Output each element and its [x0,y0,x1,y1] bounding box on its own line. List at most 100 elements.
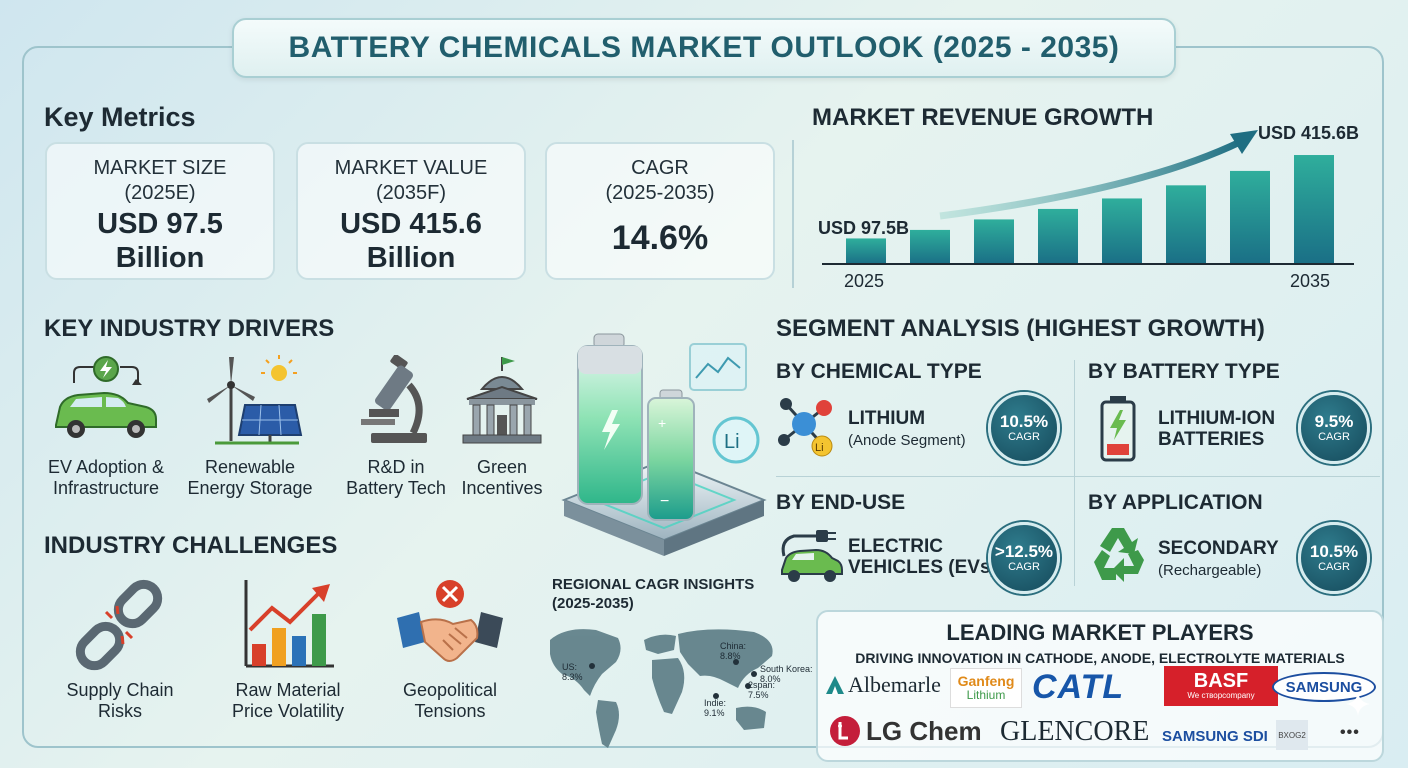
metric-card-market-size: MARKET SIZE (2025E) USD 97.5 Billion [45,142,275,280]
svg-text:−: − [660,493,669,510]
cagr-badge-lithium: 10.5% CAGR [988,392,1060,464]
section-divider [792,140,794,288]
segment-lithium-name: LITHIUM (Anode Segment) [848,408,966,449]
regional-heading: REGIONAL CAGR INSIGHTS (2025-2035) [552,576,755,612]
revenue-bar [974,219,1014,264]
challenge-label: Geopolitical Tensions [402,680,498,721]
region-china-label: China: 8.8% [720,641,747,661]
revenue-bar [910,229,950,264]
metric-sublabel: (2025-2035) [605,182,715,204]
revenue-bar-chart: USD 97.5B USD 415.6B 2025 2035 [818,123,1359,291]
handshake-icon [370,578,530,672]
revenue-bar [1294,155,1334,264]
challenge-supply-chain: Supply Chain Risks [40,578,200,722]
challenge-label: Supply Chain Risks [66,680,174,721]
key-metrics-heading: Key Metrics [44,102,196,132]
cagr-badge-ev: >12.5% CAGR [988,522,1060,594]
molecule-icon: Li [778,398,833,457]
svg-text:Li: Li [815,442,824,454]
revenue-bar [846,238,886,264]
page-title: BATTERY CHEMICALS MARKET OUTLOOK (2025 -… [232,18,1176,78]
albemarle-logo: Albemarle [824,672,941,698]
albemarle-mark-icon [826,676,844,694]
small-company-logo: BXOG2 [1276,720,1308,750]
metric-card-market-value: MARKET VALUE (2035F) USD 415.6 Billion [296,142,526,280]
ev-charging-icon [781,530,843,582]
driver-rd-battery-tech: R&D in Battery Tech [326,355,466,499]
chart-year-start: 2025 [844,271,884,291]
svg-text:+: + [658,415,666,431]
ev-car-icon [36,355,176,447]
segment-heading: SEGMENT ANALYSIS (HIGHEST GROWTH) [776,315,1265,342]
metric-label: CAGR [631,157,689,179]
metric-label: MARKET VALUE [334,157,488,179]
driver-renewable-storage: Renewable Energy Storage [180,355,320,499]
samsung-sdi-logo: SAMSUNG SDI [1162,728,1268,745]
driver-label: Renewable Energy Storage [187,457,313,498]
wind-solar-icon [180,355,320,447]
challenge-geopolitical: Geopolitical Tensions [370,578,530,722]
challenge-price-volatility: Raw Material Price Volatility [208,578,368,722]
lg-chem-logo: LG Chem [828,714,982,748]
chart-end-label: USD 415.6B [1258,123,1359,143]
growth-arrow-icon [939,138,1242,220]
lithium-symbol: Li [724,431,740,453]
metric-sublabel: (2035F) [375,182,447,204]
lg-face-icon [830,716,860,746]
revenue-growth-heading: MARKET REVENUE GROWTH [812,104,1154,131]
revenue-bar [1038,208,1078,264]
battery-low-icon [1100,396,1136,462]
metric-value-unit: Billion [366,242,456,274]
driver-label: R&D in Battery Tech [346,457,446,498]
segment-application-title: BY APPLICATION [1088,491,1263,514]
recycle-icon [1094,528,1144,582]
driver-green-incentives: Green Incentives [432,355,572,499]
challenges-heading: INDUSTRY CHALLENGES [44,532,338,559]
segment-secondary-name: SECONDARY (Rechargeable) [1158,538,1279,579]
sparkle-icon [1346,692,1370,716]
glencore-logo: GLENCORE [1000,716,1150,747]
region-india-label: Indie: 9.1% [704,698,727,718]
metric-value-unit: Billion [115,242,205,274]
basf-logo: BASF We створcompany [1164,666,1278,706]
driver-label: EV Adoption & Infrastructure [47,457,165,498]
driver-ev-adoption: EV Adoption & Infrastructure [36,355,176,499]
players-heading: LEADING MARKET PLAYERS [946,620,1254,645]
ganfeng-logo: Ganfeng Lithium [950,668,1022,708]
region-japan-label: 2span: 7.5% [748,680,776,700]
driver-label: Green Incentives [461,457,543,498]
metric-value: USD 97.5 [97,208,223,240]
market-players-panel: LEADING MARKET PLAYERS DRIVING INNOVATIO… [816,610,1384,762]
metric-value: USD 415.6 [340,208,482,240]
microscope-icon [326,355,466,447]
segment-ev-name: ELECTRIC VEHICLES (EVs) [848,536,997,578]
chart-year-end: 2035 [1290,271,1330,291]
segment-divider [776,476,1380,477]
broken-chain-icon [40,578,200,672]
revenue-bar [1166,185,1206,264]
drivers-heading: KEY INDUSTRY DRIVERS [44,315,335,342]
revenue-bar [1230,170,1270,264]
segment-chemical-type-title: BY CHEMICAL TYPE [776,360,982,383]
players-subheading: DRIVING INNOVATION IN CATHODE, ANODE, EL… [855,650,1345,666]
metric-label: MARKET SIZE [93,157,227,179]
segment-divider [1074,360,1075,586]
metric-sublabel: (2025E) [124,182,196,204]
more-options-icon[interactable]: ••• [1340,724,1360,741]
government-building-icon [432,355,572,447]
segment-lithium-ion-name: LITHIUM-ION BATTERIES [1158,408,1276,450]
battery-illustration: + − Li [561,333,767,556]
region-us-label: US: 8.3% [562,662,583,682]
segment-end-use-title: BY END-USE [776,491,906,514]
chart-start-label: USD 97.5B [818,218,909,238]
growth-arrow-head [1230,130,1258,154]
cagr-badge-secondary: 10.5% CAGR [1298,522,1370,594]
world-map [550,629,773,748]
bar-chart-icon [208,578,368,672]
catl-logo: CATL [1032,668,1125,706]
segment-battery-type-title: BY BATTERY TYPE [1088,360,1280,383]
metric-card-cagr: CAGR (2025-2035) 14.6% [545,142,775,280]
challenge-label: Raw Material Price Volatility [231,680,345,721]
cagr-badge-lithium-ion: 9.5% CAGR [1298,392,1370,464]
revenue-bar [1102,198,1142,264]
